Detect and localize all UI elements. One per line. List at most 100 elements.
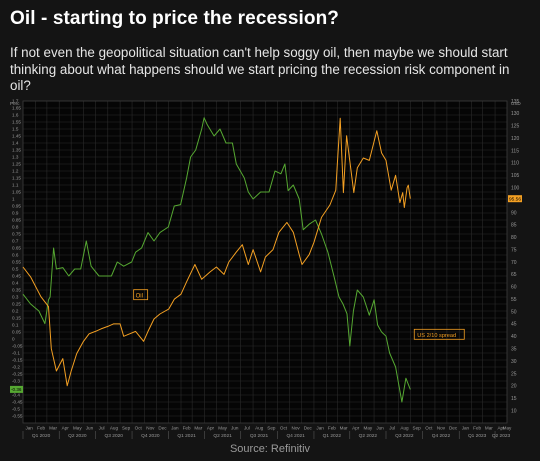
x-axis-month-label: Nov (437, 426, 446, 431)
oil-annotation-label: Oil (136, 293, 143, 299)
x-axis-month-label: Aug (110, 426, 119, 431)
right-axis-tick-label: 25 (511, 371, 517, 377)
x-axis-quarter-label: Q3 2022 (395, 433, 414, 439)
line-chart: 1.7 1.65 1.6 1.55 1.5 1.45 1.4 1.35 1.3 1.25 1.2 1.… (10, 99, 522, 439)
right-axis-tick-label: 80 (511, 235, 517, 241)
x-axis-quarter-label: Q3 2020 (105, 433, 124, 439)
left-axis-tick-label: 1.1 (12, 183, 19, 188)
x-axis-month-label: Jun (231, 426, 239, 431)
left-axis-unit-label: Perc (10, 101, 20, 106)
left-axis-tick-label: -0.45 (12, 400, 23, 405)
left-axis-tick-label: 1 (12, 197, 15, 202)
left-axis-tick-label: 1.05 (12, 190, 21, 195)
right-axis-tick-label: 120 (511, 136, 520, 142)
right-axis-tick-label: 100 (511, 185, 520, 191)
left-axis-tick-label: 0.85 (12, 218, 21, 223)
x-axis-month-label: Nov (146, 426, 155, 431)
left-axis-tick-label: -0.3 (12, 379, 20, 384)
left-axis-tick-label: -0.1 (12, 351, 20, 356)
right-axis-tick-label: 110 (511, 161, 519, 167)
x-axis-month-label: Feb (473, 426, 481, 431)
x-axis-quarter-label: Q1 2020 (32, 433, 51, 439)
left-axis-tick-label: 0.35 (12, 288, 21, 293)
left-axis-tick-label: 0.4 (12, 281, 19, 286)
x-axis-quarter-label: Q2 2021 (213, 433, 232, 439)
left-axis-tick-label: -0.2 (12, 365, 20, 370)
x-axis-month-label: Aug (400, 426, 409, 431)
x-axis-quarter-label: Q3 2021 (250, 433, 269, 439)
x-axis-month-label: Jul (389, 426, 395, 431)
right-axis-tick-label: 10 (511, 408, 517, 414)
right-axis-tick-label: 130 (511, 111, 520, 117)
chart-area: 1.7 1.65 1.6 1.55 1.5 1.45 1.4 1.35 1.3 1.25 1.2 1.… (0, 98, 540, 448)
oil-last-value-label: 95.56 (509, 196, 521, 202)
x-axis-month-label: Dec (158, 426, 167, 431)
left-axis-tick-label: -0.25 (12, 372, 23, 377)
x-axis-month-label: Oct (135, 426, 143, 431)
x-axis-month-label: Apr (62, 426, 70, 431)
x-axis-quarter-label: Q4 2022 (432, 433, 451, 439)
left-axis-tick-label: 0.75 (12, 232, 21, 237)
x-axis-month-label: Jan (171, 426, 179, 431)
right-axis-tick-label: 35 (511, 346, 517, 352)
left-axis-tick-label: 1.7 (12, 99, 19, 104)
right-axis-tick-label: 55 (511, 297, 517, 303)
left-axis-tick-label: -0.55 (12, 414, 23, 419)
x-axis-month-label: Feb (183, 426, 191, 431)
x-axis-month-label: Sep (413, 426, 422, 431)
x-axis-month-label: May (73, 426, 82, 431)
left-axis-tick-label: 1.2 (12, 169, 19, 174)
source-note: Source: Refinitiv (229, 443, 311, 455)
left-axis-tick-label: 0.05 (12, 330, 21, 335)
right-axis-tick-label: 20 (511, 384, 517, 390)
x-axis-quarter-label: Q4 2021 (286, 433, 305, 439)
right-axis-tick-label: 135 (511, 99, 520, 105)
oil-last-value-badge (508, 195, 522, 203)
right-axis-tick-label: 30 (511, 359, 517, 365)
left-axis-tick-label: 0.25 (12, 302, 21, 307)
x-axis-month-label: May (364, 426, 373, 431)
x-axis-month-label: Jul (99, 426, 105, 431)
left-axis-tick-label: 1.45 (12, 134, 21, 139)
x-axis-month-label: Jun (376, 426, 384, 431)
left-axis-tick-label: 0.3 (12, 295, 19, 300)
left-axis-tick-label: 0.5 (12, 267, 19, 272)
right-axis-tick-label: 125 (511, 124, 520, 130)
right-axis-tick-label: 90 (511, 210, 517, 216)
right-axis-tick-label: 115 (511, 148, 519, 154)
spread-annotation-label: US 2/10 spread (417, 333, 456, 339)
x-axis-month-label: Mar (485, 426, 493, 431)
left-axis-tick-label: 1.15 (12, 176, 21, 181)
left-axis-tick-label: -0.05 (12, 344, 23, 349)
right-axis-tick-label: 15 (511, 396, 517, 402)
left-axis-tick-label: 0.55 (12, 260, 21, 265)
left-axis-tick-label: 1.5 (12, 127, 19, 132)
left-axis-tick-label: 0 (12, 337, 15, 342)
x-axis-month-label: Oct (280, 426, 288, 431)
right-axis-tick-label: 65 (511, 272, 517, 278)
left-axis-tick-label: 0.6 (12, 253, 19, 258)
left-axis-tick-label: 1.55 (12, 120, 21, 125)
x-axis-month-label: Feb (328, 426, 336, 431)
x-axis-month-label: Aug (255, 426, 264, 431)
series-line-oil (22, 117, 411, 387)
right-axis-tick-label: 50 (511, 309, 517, 315)
left-axis-tick-label: -0.15 (12, 358, 23, 363)
spread-last-value-label: -0.36 (11, 387, 22, 392)
x-axis-month-label: Apr (352, 426, 360, 431)
x-axis-month-label: May (503, 426, 512, 431)
x-axis-month-label: Apr (207, 426, 215, 431)
x-axis-month-label: Jan (316, 426, 324, 431)
x-axis-quarter-label: Q1 2023 (468, 433, 487, 439)
right-axis-tick-label: 85 (511, 223, 517, 229)
left-axis-tick-label: 0.15 (12, 316, 21, 321)
left-axis-tick-label: 1.6 (12, 113, 19, 118)
oil-annotation-box (133, 289, 149, 301)
x-axis-month-label: Sep (267, 426, 276, 431)
right-axis-tick-label: 45 (511, 322, 517, 328)
right-axis-tick-label: 75 (511, 247, 517, 253)
left-axis-tick-label: 0.8 (12, 225, 19, 230)
left-axis-tick-label: 0.2 (12, 309, 19, 314)
x-axis-month-label: Mar (340, 426, 348, 431)
x-axis-month-label: Jun (86, 426, 94, 431)
